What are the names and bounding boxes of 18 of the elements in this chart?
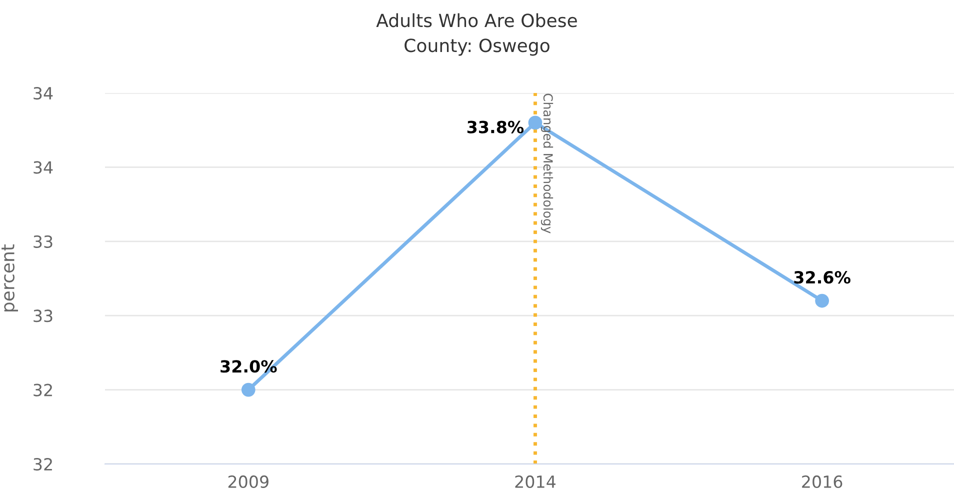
y-tick-label: 34	[34, 86, 53, 100]
data-label: 32.6%	[794, 271, 850, 284]
y-tick-label: 32	[34, 384, 52, 396]
x-tick-label: 2009	[228, 475, 268, 488]
point	[815, 294, 830, 308]
x-tick-label: 2016	[802, 475, 842, 488]
point	[241, 382, 256, 397]
data-label: 33.8%	[467, 120, 524, 134]
y-tick-label: 32	[34, 458, 52, 471]
y-tick-label: 33	[34, 310, 52, 322]
chart-title: Adults Who Are Obese	[376, 13, 577, 28]
y-tick-label: 33	[34, 235, 52, 248]
y-axis-title: percent	[2, 244, 18, 312]
x-tick-label: 2014	[515, 475, 556, 488]
ref-line-label: Changed Methodology	[540, 94, 554, 234]
chart-subtitle: County: Oswego	[404, 38, 550, 56]
y-tick-label: 34	[34, 161, 53, 174]
data-label: 32.0%	[220, 360, 277, 373]
